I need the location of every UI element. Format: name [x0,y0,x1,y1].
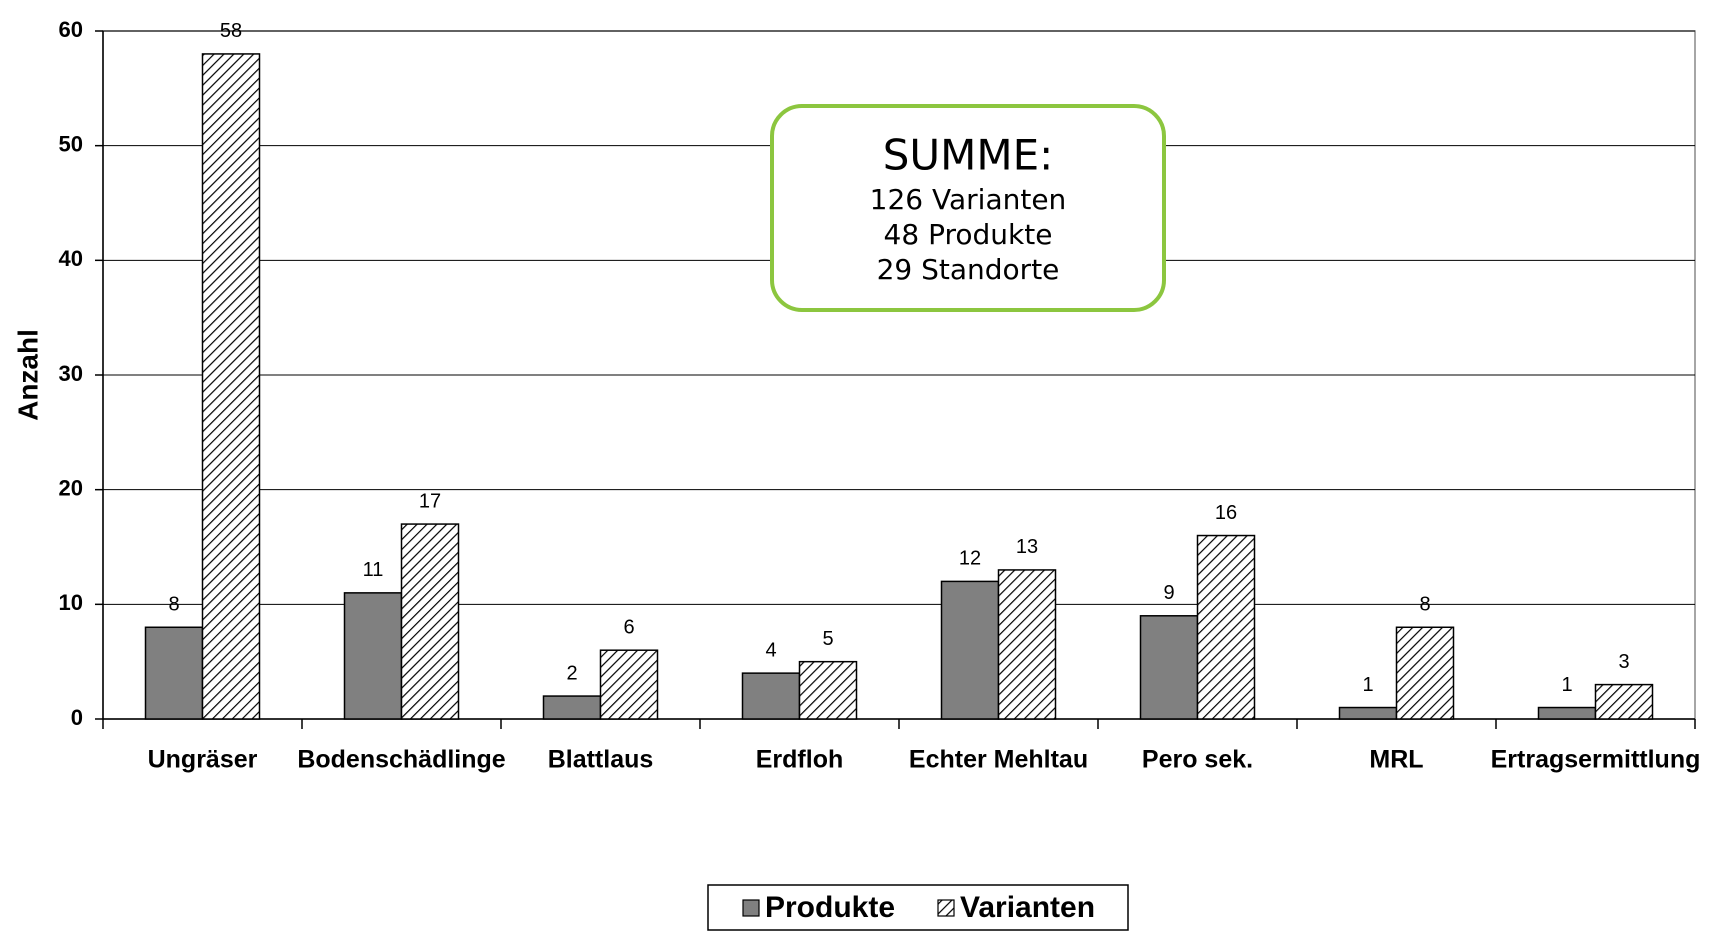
value-label: 13 [1016,536,1038,558]
x-tick-label: Ertragsermittlung [1491,746,1701,774]
x-tick-label: Bodenschädlinge [297,746,505,774]
legend-label: Varianten [960,891,1095,924]
bar [997,569,1057,720]
y-tick-label: 0 [71,705,83,730]
annotation-text: 29 Standorte [877,253,1060,286]
bar [1395,626,1455,720]
legend-box [707,884,1129,931]
value-label: 9 [1163,582,1174,604]
value-label: 5 [822,628,833,650]
value-label: 16 [1215,502,1237,524]
x-tick-label: Blattlaus [548,746,654,774]
y-axis-label: Anzahl [12,329,43,421]
bar [400,523,460,720]
legend-label: Produkte [765,891,895,924]
x-tick-label: Ungräser [148,746,258,774]
value-label: 1 [1561,674,1572,696]
value-label: 11 [363,559,384,581]
legend-swatch [742,899,760,917]
x-tick-label: Pero sek. [1142,746,1253,774]
value-label: 17 [419,490,441,512]
bar [1139,615,1199,720]
value-label: 1 [1362,674,1373,696]
y-tick-label: 50 [59,131,83,156]
annotation-box [770,104,1166,312]
value-label: 3 [1618,651,1629,673]
bar [201,53,261,720]
bar [741,672,801,720]
bar [940,580,1000,720]
value-label: 58 [220,20,242,42]
value-label: 2 [566,662,577,684]
bar [144,626,204,720]
bar [599,649,659,720]
bar [1338,706,1398,720]
bar [343,592,403,720]
value-label: 4 [765,639,776,661]
x-tick-label: Erdfloh [756,746,844,774]
annotation-text: SUMME: [883,131,1054,180]
y-tick-label: 40 [59,246,83,271]
bar [1537,706,1597,720]
x-tick-label: Echter Mehltau [909,746,1088,774]
legend-swatch [937,899,955,917]
value-label: 6 [623,616,634,638]
value-label: 8 [168,594,179,616]
y-tick-label: 30 [59,361,83,386]
annotation-text: 126 Varianten [870,183,1067,216]
bar [1196,534,1256,720]
annotation-text: 48 Produkte [884,218,1053,251]
x-tick-label: MRL [1369,746,1423,774]
bar [798,660,858,720]
value-label: 8 [1419,594,1430,616]
y-tick-label: 10 [59,590,83,615]
bar [542,695,602,720]
y-tick-label: 20 [59,475,83,500]
value-label: 12 [959,548,981,570]
bar [1594,683,1654,720]
y-tick-label: 60 [59,17,83,42]
